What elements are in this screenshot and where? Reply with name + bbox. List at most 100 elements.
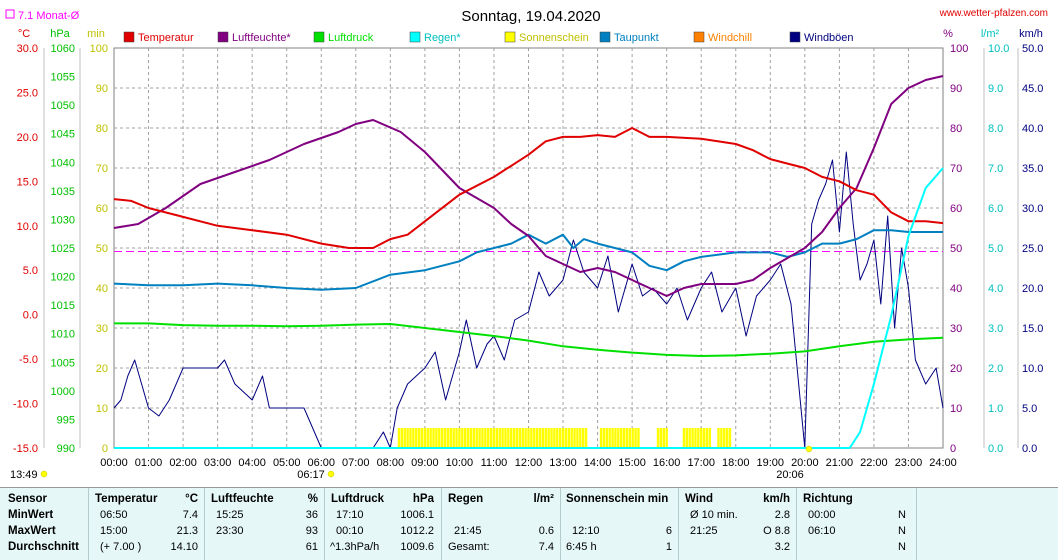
sunshine-bar [625, 428, 629, 448]
sunshine-bar [544, 428, 547, 448]
sun-icon [40, 470, 48, 478]
sunshine-bar [449, 428, 452, 448]
y-tick-label-sunshine: 40 [96, 283, 108, 295]
sunshine-bar [406, 428, 409, 448]
press-min-time: 17:10 [336, 509, 364, 521]
hum-avg-value: 61 [305, 541, 318, 553]
legend-label: Taupunkt [614, 32, 659, 44]
y-tick-label-rain: 1.0 [988, 403, 1003, 415]
y-tick-label-sunshine: 0 [102, 443, 108, 455]
press-avg-value: 1009.6 [400, 541, 434, 553]
col-divider [88, 488, 89, 560]
y-tick-label-temperature: 30.0 [17, 43, 38, 55]
sunrise-label: 06:17 [297, 469, 325, 481]
sunshine-bar [599, 428, 603, 448]
hum-max-value: 93 [305, 525, 318, 537]
sunshine-bar [725, 428, 729, 448]
y-tick-label-temperature: 0.0 [23, 310, 38, 322]
y-tick-label-humidity: 60 [950, 203, 962, 215]
y-tick-label-rain: 7.0 [988, 163, 1003, 175]
y-tick-label-humidity: 0 [950, 443, 956, 455]
sunshine-bar [440, 428, 444, 448]
sunshine-bar [432, 428, 435, 448]
dir-min-time: 00:00 [808, 509, 836, 521]
y-tick-label-temperature: -15.0 [13, 443, 38, 455]
x-tick-label: 06:00 [307, 457, 335, 469]
y-tick-label-rain: 8.0 [988, 123, 1003, 135]
x-tick-label: 10:00 [446, 457, 474, 469]
row-label: MinWert [8, 509, 54, 521]
y-tick-label-wind: 50.0 [1022, 43, 1043, 55]
temp-max-value: 21.3 [176, 525, 198, 537]
sunshine-bar [481, 428, 484, 448]
sunrise-icon [327, 470, 335, 478]
y-tick-label-humidity: 80 [950, 123, 962, 135]
rain-total-value: 7.4 [538, 541, 554, 553]
unit-celsius: °C [18, 28, 30, 40]
y-tick-label-wind: 20.0 [1022, 283, 1043, 295]
sunshine-bar [469, 428, 473, 448]
y-tick-label-sunshine: 80 [96, 123, 108, 135]
sunshine-bar [682, 428, 686, 448]
sunshine-bar [412, 428, 415, 448]
statistics-table: Sensor Temperatur °C Luftfeuchte % Luftd… [0, 487, 1058, 560]
sunshine-bar [489, 428, 493, 448]
website-label: www.wetter-pfalzen.com [939, 8, 1048, 19]
sunshine-bar [507, 428, 510, 448]
y-tick-label-pressure: 1015 [51, 300, 75, 312]
unit-rain: l/m² [981, 28, 1000, 40]
legend-swatch [693, 31, 705, 43]
x-tick-label: 20:00 [791, 457, 819, 469]
y-tick-label-pressure: 995 [57, 414, 75, 426]
row-label: Durchschnitt [8, 541, 79, 553]
x-tick-label: 03:00 [204, 457, 232, 469]
sunshine-bar [705, 428, 709, 448]
y-tick-label-humidity: 100 [950, 43, 968, 55]
legend-swatch [313, 31, 325, 43]
y-tick-label-pressure: 1030 [51, 214, 75, 226]
col-divider [678, 488, 679, 560]
col-divider [796, 488, 797, 560]
y-tick-label-wind: 0.0 [1022, 443, 1037, 455]
y-tick-label-sunshine: 100 [90, 43, 108, 55]
x-tick-label: 18:00 [722, 457, 750, 469]
temp-avg-value: 14.10 [170, 541, 198, 553]
y-tick-label-humidity: 70 [950, 163, 962, 175]
x-tick-label: 05:00 [273, 457, 301, 469]
sunshine-bar [628, 428, 632, 448]
y-tick-label-temperature: 15.0 [17, 176, 38, 188]
legend-label: Windchill [708, 32, 752, 44]
sunshine-bar [688, 428, 691, 448]
x-tick-label: 00:00 [100, 457, 128, 469]
legend-label: Regen* [424, 32, 461, 44]
sun-avg-value: 1 [665, 541, 672, 553]
x-tick-label: 22:00 [860, 457, 888, 469]
sunshine-bar [561, 428, 565, 448]
sunshine-bar [530, 428, 533, 448]
y-tick-label-sunshine: 60 [96, 203, 108, 215]
sunshine-bar [702, 428, 706, 448]
rain-total-label: Gesamt: [448, 541, 490, 553]
legend-swatch [123, 31, 135, 43]
dir-avg-value: N [898, 541, 906, 553]
header-sunshine: Sonnenschein min [566, 493, 669, 505]
sunshine-bar [584, 428, 588, 448]
y-tick-label-pressure: 1040 [51, 157, 75, 169]
header-rain-unit: l/m² [533, 493, 554, 505]
legend-label: Temperatur [138, 32, 194, 44]
hum-max-time: 23:30 [216, 525, 244, 537]
sunshine-bar [547, 428, 550, 448]
y-tick-label-pressure: 990 [57, 443, 75, 455]
y-tick-label-temperature: 20.0 [17, 132, 38, 144]
sunshine-bar [634, 428, 637, 448]
sunshine-bar [426, 428, 429, 448]
col-divider [204, 488, 205, 560]
y-tick-label-humidity: 30 [950, 323, 962, 335]
sunshine-bar [720, 428, 723, 448]
y-tick-label-rain: 3.0 [988, 323, 1003, 335]
header-temperature: Temperatur [95, 493, 158, 505]
y-tick-label-rain: 9.0 [988, 83, 1003, 95]
sunshine-bar [708, 428, 712, 448]
x-tick-label: 07:00 [342, 457, 370, 469]
wind-avg-label: Ø 10 min. [690, 509, 738, 521]
